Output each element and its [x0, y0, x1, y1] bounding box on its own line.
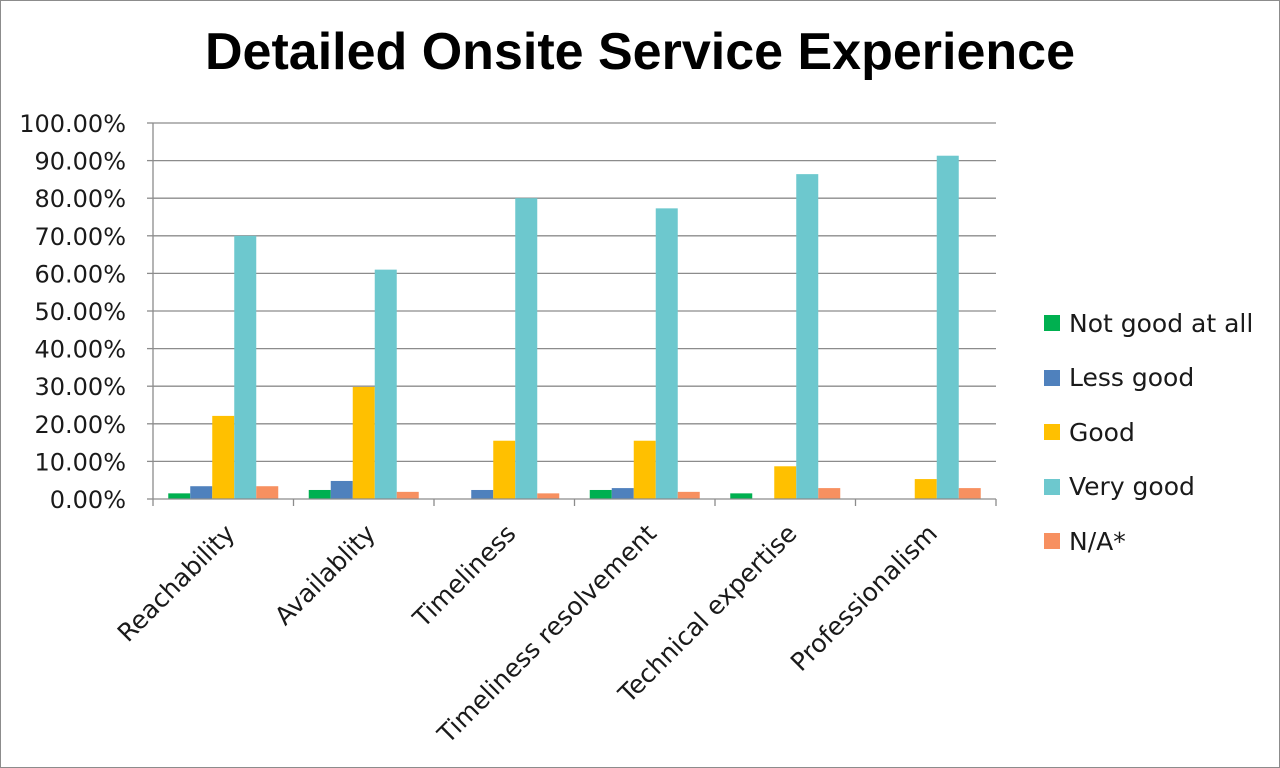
- bar: [330, 480, 353, 499]
- bar: [914, 479, 937, 499]
- y-tick-label: 100.00%: [19, 110, 126, 138]
- bar: [796, 174, 819, 500]
- legend-swatch: [1044, 315, 1060, 332]
- legend-item: Less good: [1044, 351, 1274, 406]
- x-tick-label: Professionalism: [785, 519, 943, 677]
- bar: [471, 489, 494, 499]
- chart-title: Detailed Onsite Service Experience: [205, 23, 1075, 81]
- y-tick-label: 80.00%: [34, 185, 126, 213]
- bar: [493, 440, 516, 499]
- x-tick-label: Timeliness: [407, 519, 522, 634]
- legend-swatch: [1044, 478, 1060, 495]
- legend-label: Very good: [1069, 472, 1195, 502]
- legend-label: Not good at all: [1069, 308, 1254, 338]
- legend-label: Less good: [1069, 363, 1195, 393]
- y-tick-label: 70.00%: [34, 223, 126, 251]
- bar: [256, 486, 279, 499]
- bar: [234, 235, 257, 500]
- bar: [374, 269, 397, 499]
- bar: [212, 415, 235, 499]
- x-tick-label: Availablity: [269, 519, 381, 631]
- x-tick-label: Reachability: [112, 519, 241, 648]
- legend-item: Very good: [1044, 460, 1274, 515]
- legend-item: Not good at all: [1044, 296, 1274, 351]
- legend-swatch: [1044, 533, 1060, 550]
- legend-label: Good: [1069, 417, 1135, 447]
- y-tick-label: 40.00%: [34, 336, 126, 364]
- bar: [818, 488, 841, 499]
- bar: [515, 198, 538, 499]
- legend-swatch: [1044, 369, 1060, 386]
- bar: [308, 489, 331, 499]
- legend-label: N/A*: [1069, 526, 1126, 556]
- legend-swatch: [1044, 424, 1060, 441]
- bar: [537, 493, 560, 499]
- y-tick-label: 20.00%: [34, 411, 126, 439]
- bar: [396, 491, 419, 499]
- bar: [936, 155, 959, 499]
- bar: [677, 491, 700, 499]
- bar: [774, 466, 797, 499]
- y-tick-label: 60.00%: [34, 260, 126, 288]
- y-tick-label: 0.00%: [50, 486, 126, 514]
- y-tick-label: 50.00%: [34, 298, 126, 326]
- legend: Not good at all Less good Good Very good N/A…: [1044, 296, 1274, 569]
- bar: [168, 493, 191, 499]
- bar: [611, 488, 634, 499]
- legend-item: Good: [1044, 405, 1274, 460]
- bar: [190, 486, 213, 499]
- y-tick-label: 30.00%: [34, 373, 126, 401]
- y-tick-label: 90.00%: [34, 148, 126, 176]
- bar: [730, 493, 753, 499]
- bar: [352, 386, 375, 499]
- bar: [589, 489, 612, 499]
- y-tick-label: 10.00%: [34, 448, 126, 476]
- legend-item: N/A*: [1044, 514, 1274, 569]
- bar: [633, 440, 656, 499]
- bar: [958, 488, 981, 499]
- bar: [655, 208, 678, 500]
